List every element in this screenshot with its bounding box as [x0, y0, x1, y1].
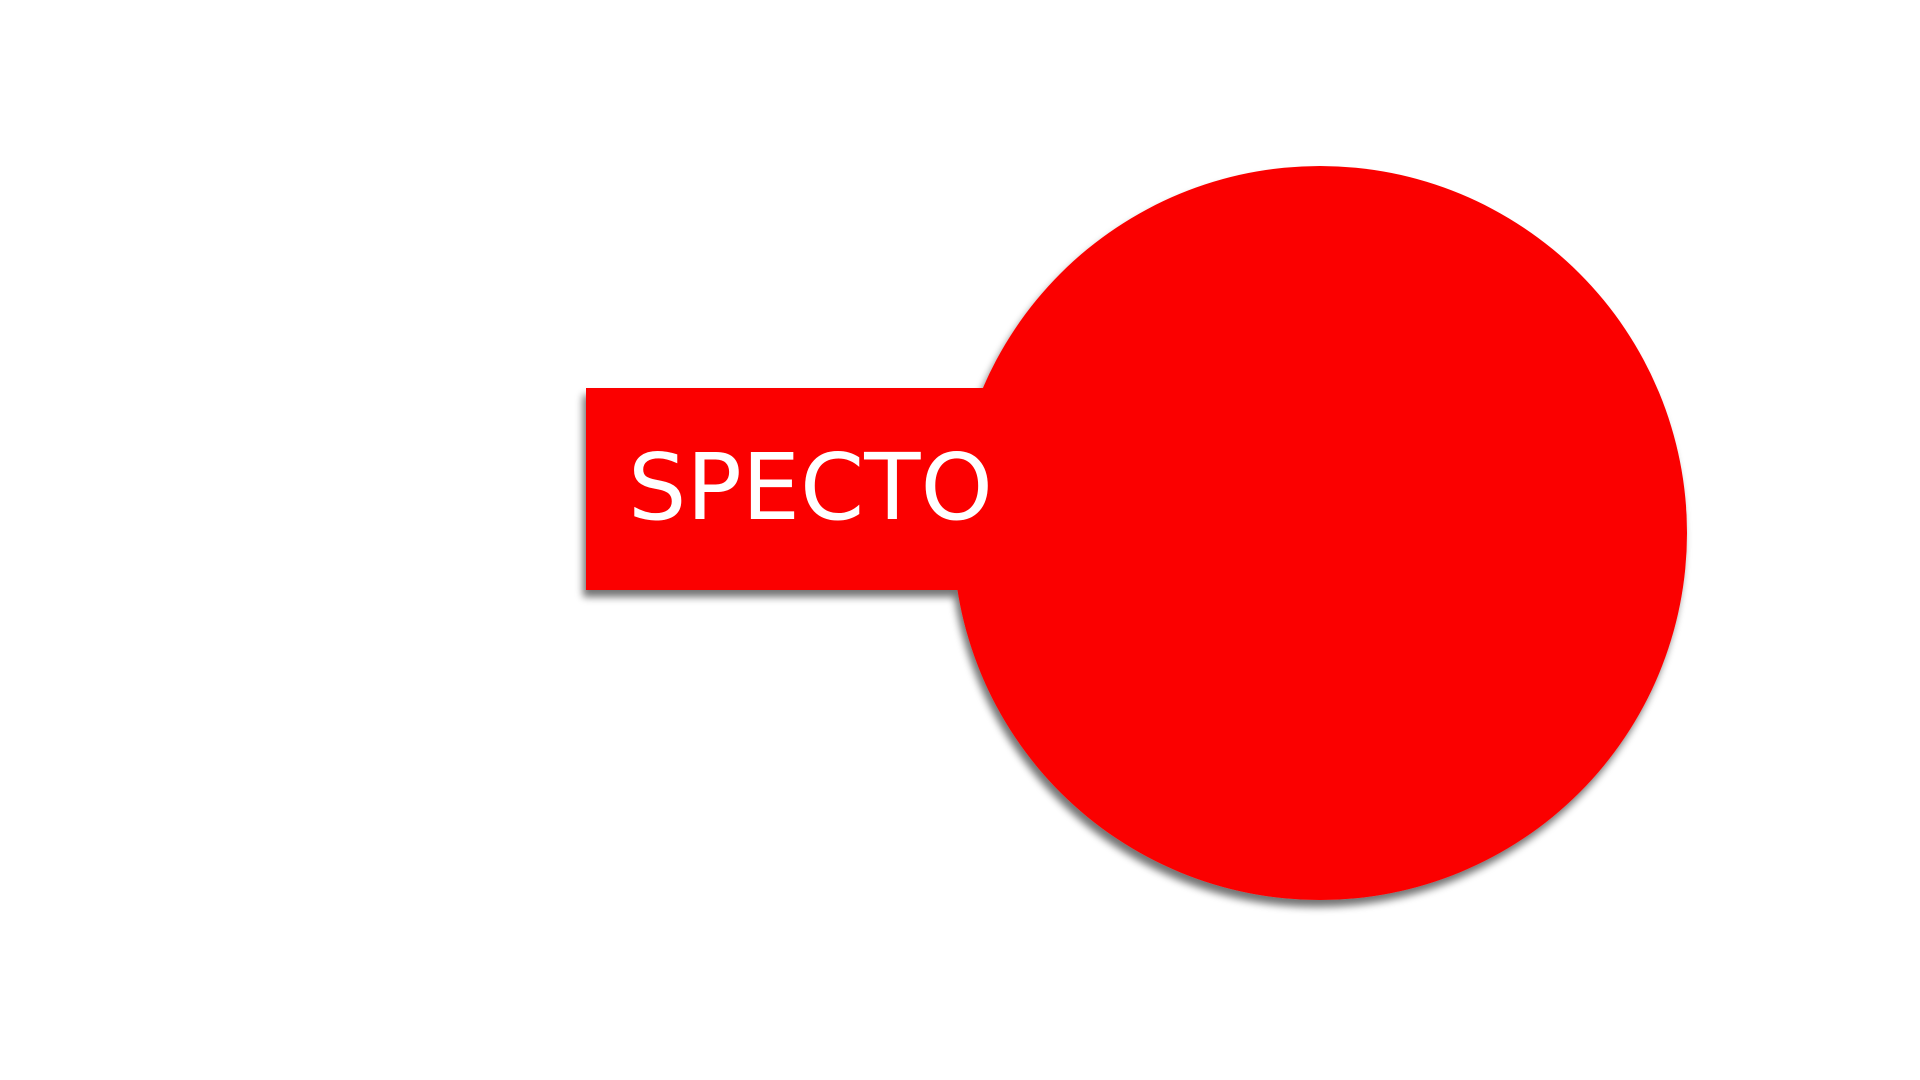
logo-banner [586, 388, 990, 590]
logo-circle [953, 166, 1687, 900]
logo-wordmark: SPECTO [628, 434, 993, 541]
logo-shape [586, 166, 1687, 900]
